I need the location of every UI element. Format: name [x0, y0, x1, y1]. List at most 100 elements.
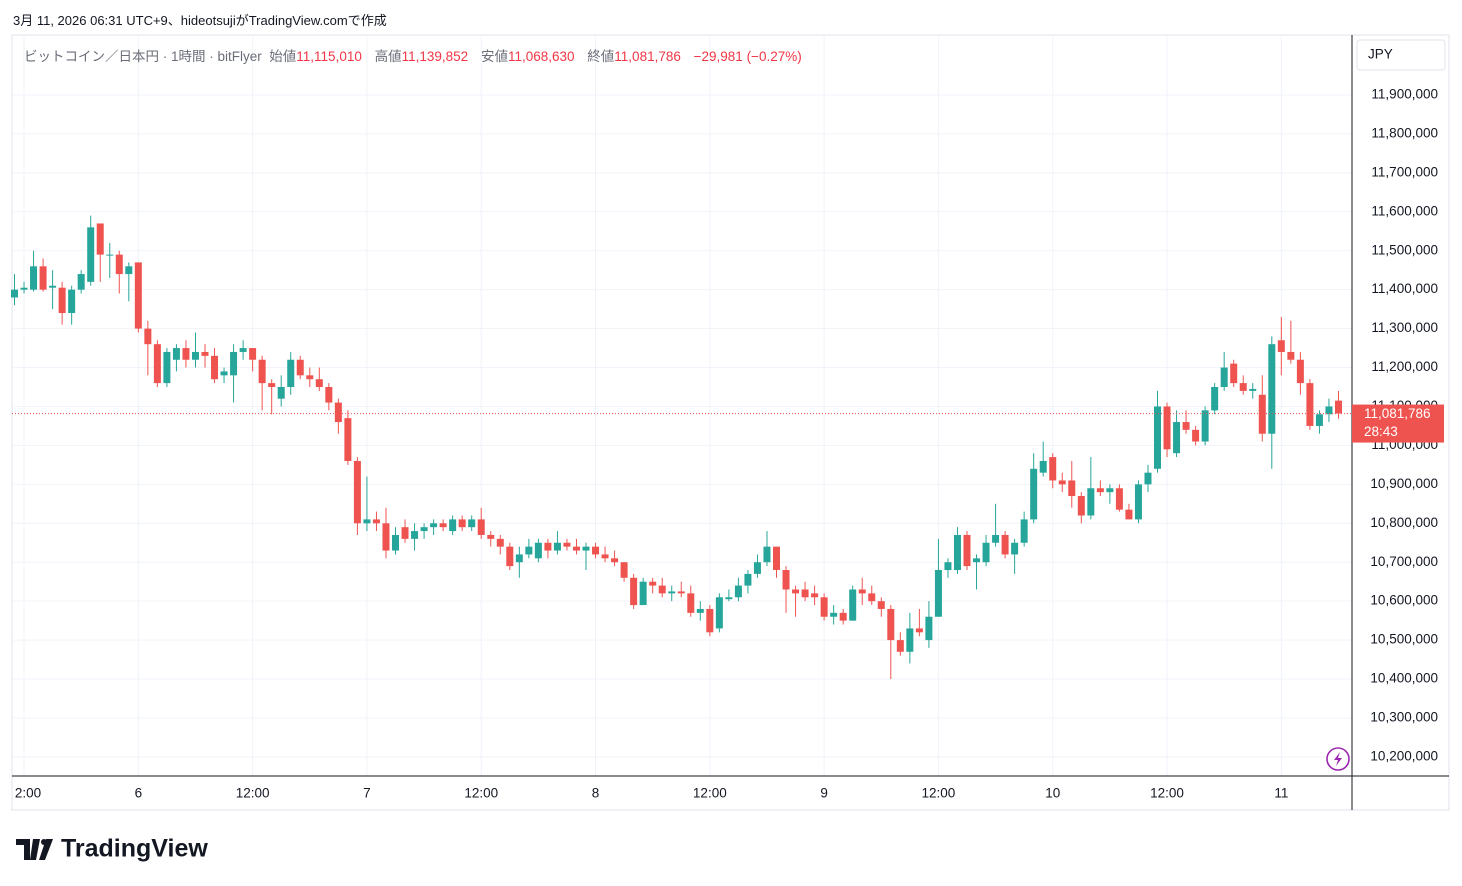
candle-body [1258, 394, 1266, 434]
candle-body [411, 531, 419, 539]
candle-body [77, 274, 85, 290]
candle-body [868, 593, 876, 602]
y-tick-label: 11,400,000 [1371, 281, 1438, 296]
candle-body [449, 519, 457, 532]
candle-body [792, 589, 800, 594]
candle-body [925, 616, 933, 641]
candle-body [1163, 406, 1171, 450]
logo-mark [16, 839, 40, 860]
last-price-box [1352, 404, 1444, 443]
candle-body [315, 379, 323, 388]
candle-body [1144, 472, 1152, 485]
candle-body [1287, 351, 1295, 360]
candle-body [763, 546, 771, 563]
candle-body [1134, 484, 1142, 520]
candle-body [887, 608, 895, 641]
x-tick-label: 10 [1045, 786, 1060, 801]
candle-body [620, 562, 628, 578]
y-tick-label: 11,800,000 [1371, 125, 1438, 140]
candle-body [1211, 387, 1219, 411]
candle-body [506, 546, 514, 567]
candle-body [1001, 534, 1009, 555]
y-tick-label: 10,200,000 [1370, 748, 1438, 763]
candle-body [906, 628, 914, 652]
open-value: 11,115,010 [296, 49, 362, 64]
candle-body [1049, 457, 1057, 481]
candle-body [934, 570, 942, 617]
candle-body [1058, 480, 1066, 485]
close-label: 終値 [587, 49, 615, 64]
candle-body [858, 589, 866, 594]
candle-body [115, 254, 123, 275]
candle-body [706, 608, 714, 633]
y-tick-label: 10,500,000 [1370, 632, 1438, 647]
candle-body [982, 542, 990, 563]
candle-body [430, 523, 438, 528]
candle-body [1325, 406, 1333, 415]
brand: TradingView [61, 835, 208, 863]
candle-body [163, 351, 171, 384]
currency-box[interactable] [1356, 39, 1446, 71]
candle-body [849, 589, 857, 621]
candle-body [1277, 340, 1285, 352]
high-label: 高値 [374, 49, 402, 64]
candle-body [839, 612, 847, 621]
close-value: 11,081,786 [614, 49, 681, 64]
candle-body [220, 371, 228, 376]
candle-body [582, 546, 590, 551]
candle-body [258, 359, 266, 384]
candle-body [230, 351, 238, 376]
caption: 3月 11, 2026 06:31 UTC+9、hideotsujiがTradi… [13, 13, 387, 28]
candle-body [144, 328, 152, 345]
candle-body [563, 542, 571, 547]
candle-body [20, 287, 28, 290]
logo-mark-2 [39, 839, 53, 860]
candle-body [1268, 344, 1276, 434]
candle-body [458, 519, 466, 528]
candle-body [896, 640, 904, 652]
low-label: 安値 [480, 49, 508, 64]
candle-body [268, 383, 276, 388]
candle-body [744, 573, 752, 586]
candle-body [630, 577, 638, 606]
candle-body [1039, 460, 1047, 473]
x-tick-label: 2:00 [15, 786, 41, 801]
y-tick-label: 10,300,000 [1370, 710, 1438, 725]
candle-body [1182, 422, 1190, 430]
candle-body [1296, 359, 1304, 384]
y-tick-label: 11,600,000 [1371, 203, 1438, 218]
candle-body [211, 355, 219, 380]
candle-body [11, 289, 19, 298]
low-value: 11,068,630 [507, 49, 575, 64]
candle-body [1096, 488, 1104, 493]
candle-body [249, 348, 257, 360]
candle-body [725, 597, 733, 600]
candle-body [525, 546, 533, 555]
candle-body [715, 597, 723, 629]
x-tick-label: 12:00 [922, 786, 956, 801]
candle-body [782, 570, 790, 590]
candle-body [658, 585, 666, 594]
candle-body [1106, 488, 1114, 493]
x-tick-label: 12:00 [236, 786, 270, 801]
candle-body [1239, 383, 1247, 391]
candle-body [944, 562, 952, 571]
candle-body [544, 542, 552, 551]
high-value: 11,139,852 [401, 49, 469, 64]
currency: JPY [1368, 47, 1393, 62]
y-tick-label: 11,900,000 [1371, 87, 1438, 102]
candle-body [820, 597, 828, 617]
candle-body [1220, 367, 1228, 388]
candle-body [96, 223, 104, 255]
candle-body [1068, 480, 1076, 497]
candle-body [915, 628, 923, 633]
candle-body [1087, 488, 1095, 516]
candle-body [439, 523, 447, 528]
candle-body [1077, 496, 1085, 516]
countdown: 28:43 [1364, 424, 1398, 439]
x-tick-label: 12:00 [1150, 786, 1184, 801]
candle-body [106, 254, 114, 256]
candle-body [1201, 410, 1209, 442]
candle-body [592, 546, 600, 555]
